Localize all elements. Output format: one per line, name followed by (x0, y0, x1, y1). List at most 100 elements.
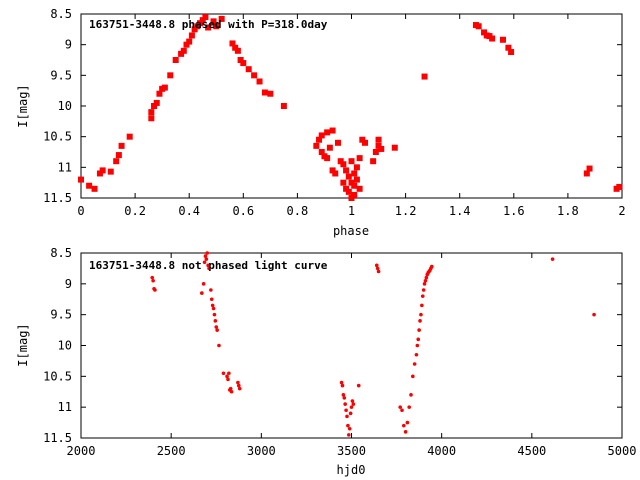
data-point (340, 179, 347, 186)
phased-plot-frame (80, 13, 623, 199)
x-tick-label: 4500 (517, 444, 546, 458)
data-point (215, 328, 219, 332)
data-point (424, 275, 429, 280)
data-point (505, 44, 512, 51)
data-point (86, 182, 93, 189)
data-point (205, 251, 210, 255)
data-point (210, 18, 217, 25)
data-point (422, 282, 427, 286)
data-point (340, 383, 345, 388)
data-point (172, 57, 179, 63)
data-point (227, 371, 231, 376)
x-tick-label: 1.4 (449, 204, 471, 218)
x-tick-label: 2000 (67, 444, 96, 458)
x-tick-label: 4000 (427, 444, 456, 458)
x-tick-label: 2500 (157, 444, 186, 458)
unphased-markers (150, 251, 596, 437)
data-point (329, 167, 336, 174)
unphased-panel: 2000 2500 3000 3500 4000 4500 5000 8.5 9 9.5 10 10… (16, 246, 636, 477)
data-point (332, 170, 339, 177)
data-point (351, 182, 358, 189)
data-point (508, 49, 515, 56)
y-tick-label: 9 (65, 38, 72, 52)
y-tick-label: 9.5 (50, 308, 72, 322)
data-point (202, 260, 207, 265)
data-point (362, 139, 369, 146)
y-tick-label: 11.5 (43, 191, 72, 205)
data-point (318, 132, 325, 139)
data-point (421, 288, 426, 292)
data-point (421, 73, 428, 80)
data-point (419, 312, 423, 317)
data-point (481, 29, 488, 36)
data-point (334, 139, 341, 146)
data-point (401, 423, 406, 428)
data-point (359, 136, 366, 143)
unphased-y-axis-label: I[mag] (16, 323, 30, 366)
data-point (412, 362, 417, 366)
data-point (345, 188, 352, 195)
data-point (96, 170, 103, 177)
data-point (349, 405, 354, 409)
y-tick-label: 11 (58, 400, 72, 414)
data-point (416, 337, 421, 342)
data-point (153, 288, 157, 292)
data-point (213, 319, 218, 323)
data-point (375, 142, 382, 149)
data-point (207, 266, 211, 271)
y-tick-label: 10.5 (43, 130, 72, 144)
data-point (409, 393, 413, 397)
data-point (228, 386, 233, 391)
data-point (340, 161, 347, 168)
data-point (236, 383, 241, 388)
data-point (316, 136, 323, 143)
data-point (407, 405, 412, 409)
data-point (210, 303, 215, 308)
data-point (251, 72, 258, 79)
data-point (405, 420, 410, 425)
data-point (583, 170, 590, 177)
data-point (351, 191, 358, 198)
data-point (221, 371, 226, 376)
data-point (118, 142, 125, 149)
x-tick-label: 0 (77, 204, 84, 218)
data-point (346, 423, 350, 428)
data-point (161, 84, 168, 91)
phased-markers (78, 14, 623, 201)
data-point (499, 36, 506, 43)
data-point (351, 402, 356, 406)
data-point (211, 306, 216, 311)
phased-panel: 0 0.2 0.4 0.6 0.8 1 1.2 1.4 1.6 1.8 2 8.5 9 9.5 10 10.… (16, 7, 626, 238)
x-tick-label: 0.4 (178, 204, 200, 218)
x-tick-label: 3000 (247, 444, 276, 458)
data-point (186, 38, 193, 45)
data-point (398, 405, 402, 409)
unphased-plot-frame (80, 252, 623, 439)
data-point (213, 23, 220, 30)
data-point (417, 328, 421, 332)
data-point (420, 303, 424, 308)
y-tick-label: 11.5 (43, 431, 72, 445)
data-point (212, 312, 217, 317)
data-point (183, 41, 190, 48)
data-point (348, 179, 355, 186)
data-point (414, 352, 419, 357)
y-tick-label: 9.5 (50, 68, 72, 82)
unphased-chart-title: 163751-3448.8 not phased light curve (89, 259, 328, 272)
data-point (218, 15, 225, 22)
data-point (115, 152, 122, 159)
data-point (318, 149, 325, 155)
data-point (353, 164, 360, 171)
data-point (107, 168, 114, 175)
unphased-x-ticks: 2000 2500 3000 3500 4000 4500 5000 (67, 253, 636, 458)
data-point (229, 40, 236, 47)
data-point (214, 325, 219, 329)
data-point (415, 343, 420, 348)
data-point (586, 165, 593, 172)
x-tick-label: 2 (618, 204, 625, 218)
data-point (342, 396, 347, 400)
data-point (148, 109, 155, 116)
data-point (343, 185, 350, 192)
data-point (209, 288, 213, 292)
y-tick-label: 10.5 (43, 369, 72, 383)
